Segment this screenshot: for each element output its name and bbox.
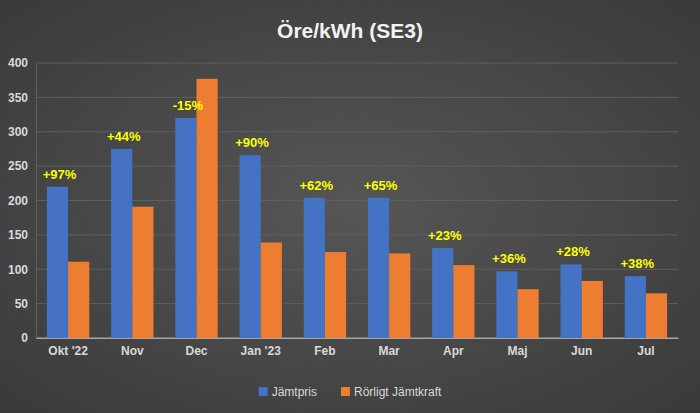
annotations: +97% +44% -15% +90% +62% +65% +23% +36% +28% +38% (43, 98, 655, 271)
tick: Jul (637, 338, 654, 358)
bar (368, 198, 389, 338)
annotation: +62% (299, 178, 333, 193)
tick-label: 100 (8, 263, 28, 277)
bar (453, 265, 474, 338)
bar (582, 281, 603, 338)
annotation: +36% (492, 251, 526, 266)
chart: Öre/kWh (SE3) 0 50 100 150 200 250 300 350 400 Okt… (0, 0, 700, 413)
series (47, 118, 646, 338)
bar (625, 276, 646, 338)
tick-label: Jan '23 (241, 344, 282, 358)
legend-swatch (259, 387, 268, 396)
tick-label: 400 (8, 56, 28, 70)
bar (325, 252, 346, 338)
tick: Feb (314, 338, 335, 358)
grid (36, 63, 678, 338)
tick-label: Feb (314, 344, 335, 358)
tick-label: 150 (8, 228, 28, 242)
plot: 0 50 100 150 200 250 300 350 400 Okt '22 Nov Dec Jan… (8, 56, 679, 357)
y-axis: 0 50 100 150 200 250 300 350 400 (8, 56, 37, 345)
tick-label: Okt '22 (48, 344, 88, 358)
legend-swatch (341, 387, 350, 396)
axis-line (37, 338, 679, 339)
tick-label: Apr (443, 344, 464, 358)
tick: 400 (8, 56, 36, 70)
tick-label: 250 (8, 159, 28, 173)
tick-label: Maj (507, 344, 527, 358)
annotation: +44% (107, 129, 141, 144)
tick: Nov (121, 338, 144, 358)
tick-label: 200 (8, 194, 28, 208)
tick-label: Dec (185, 344, 207, 358)
tick: 100 (8, 263, 36, 277)
bars (47, 79, 667, 338)
tick-label: 50 (15, 297, 29, 311)
tick-label: Jul (637, 344, 654, 358)
annotation: +28% (556, 244, 590, 259)
bar (240, 155, 261, 338)
tick: 250 (8, 159, 36, 173)
tick: 0 (21, 331, 36, 345)
bar (197, 79, 218, 338)
grid-line (36, 63, 678, 64)
legend: Jämtpris Rörligt Jämtkraft (259, 385, 442, 399)
tick: Dec (185, 338, 207, 358)
grid-line (36, 97, 678, 98)
tick-label: Mar (378, 344, 400, 358)
tick-label: 300 (8, 125, 28, 139)
x-axis: Okt '22 Nov Dec Jan '23 Feb Mar Apr Maj Jun Jul (37, 338, 679, 358)
legend-label: Jämtpris (272, 385, 317, 399)
annotation: +90% (235, 135, 269, 150)
background (0, 0, 700, 413)
tick-label: Nov (121, 344, 144, 358)
bar (518, 289, 539, 338)
bar (111, 149, 132, 338)
tick: 300 (8, 125, 36, 139)
tick: Jan '23 (241, 338, 282, 358)
bar (132, 207, 153, 338)
tick: Jun (571, 338, 592, 358)
tick: Apr (443, 338, 464, 358)
bar (175, 118, 196, 338)
tick: Mar (378, 338, 400, 358)
annotation: +23% (428, 228, 462, 243)
annotation: +97% (43, 167, 77, 182)
legend-item: Rörligt Jämtkraft (341, 385, 442, 399)
annotation: +38% (620, 256, 654, 271)
bar (389, 253, 410, 338)
tick: 150 (8, 228, 36, 242)
bar (304, 198, 325, 338)
tick: 50 (15, 297, 36, 311)
tick: Maj (507, 338, 527, 358)
annotation: -15% (173, 98, 204, 113)
tick: 350 (8, 91, 36, 105)
tick-label: 350 (8, 91, 28, 105)
axis-line (36, 64, 37, 339)
series (68, 79, 667, 338)
legend-label: Rörligt Jämtkraft (354, 385, 442, 399)
bar (68, 262, 89, 338)
bar (646, 293, 667, 338)
annotation: +65% (364, 178, 398, 193)
tick-label: 0 (21, 331, 28, 345)
legend-item: Jämtpris (259, 385, 317, 399)
bar (496, 271, 517, 338)
bar (261, 242, 282, 338)
tick-label: Jun (571, 344, 592, 358)
title: Öre/kWh (SE3) (277, 19, 423, 42)
bar (561, 264, 582, 338)
tick: Okt '22 (48, 338, 88, 358)
tick: 200 (8, 194, 36, 208)
bar (47, 187, 68, 338)
bar (432, 248, 453, 338)
